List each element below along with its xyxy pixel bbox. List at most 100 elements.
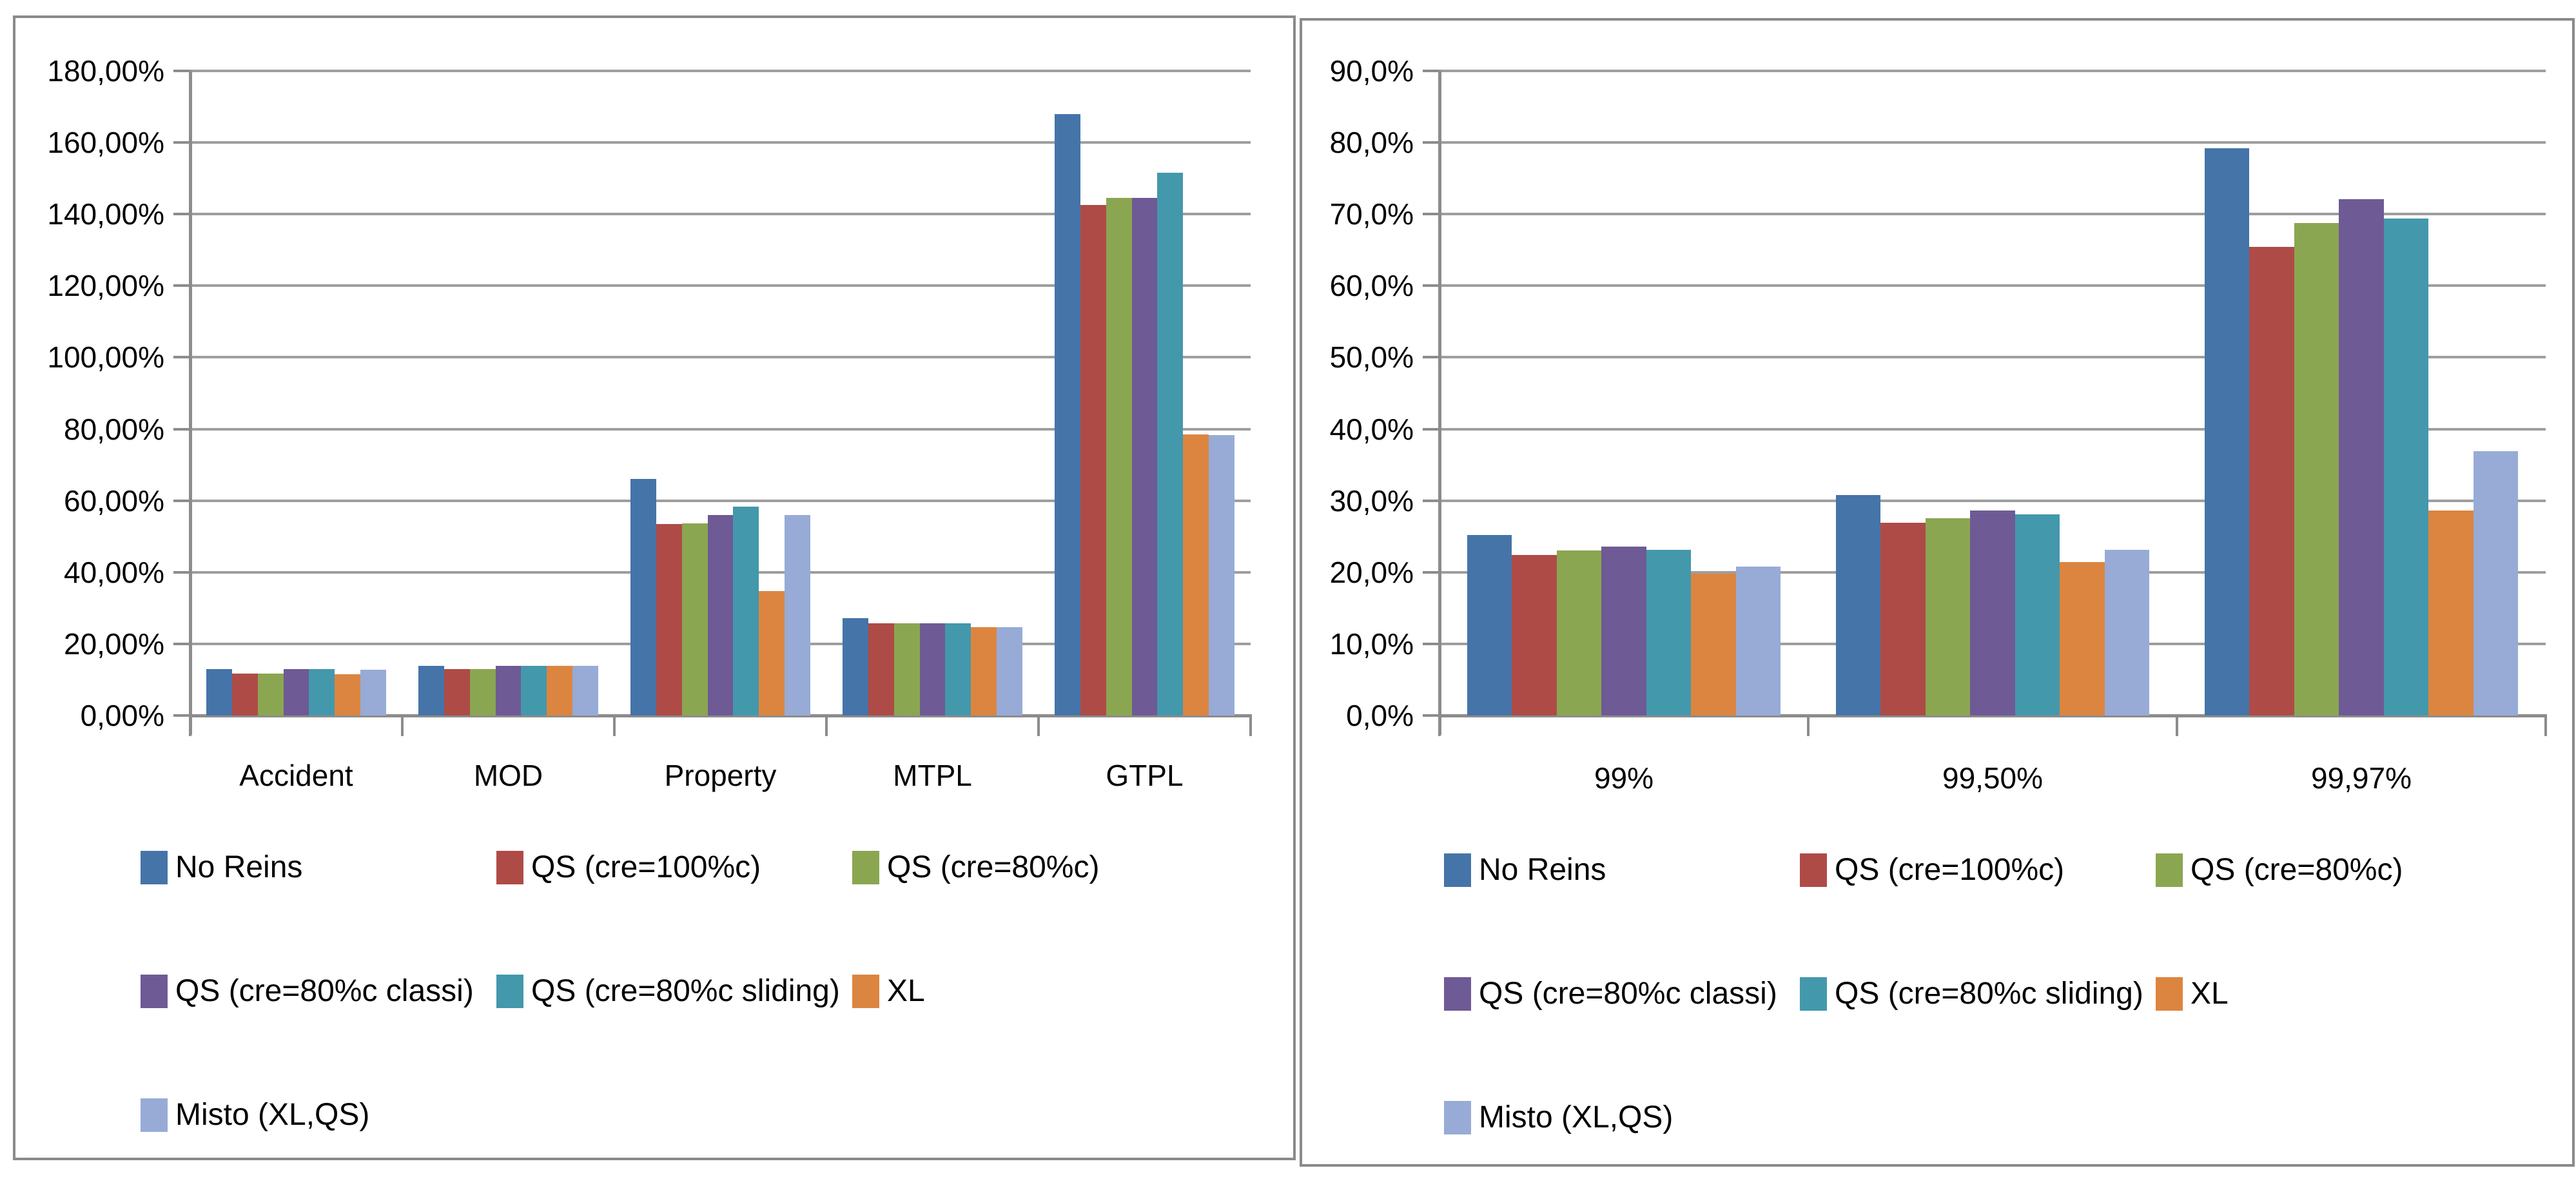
bar-no-reins-property[interactable] [630, 479, 656, 715]
bar-qs-cre-80-c--mtpl[interactable] [893, 623, 920, 715]
legend-item-qs-cre-80-c-sliding-[interactable]: QS (cre=80%c sliding) [496, 975, 840, 1008]
y-axis-tick [1423, 213, 1439, 216]
bar-qs-cre-100-c--99-97-[interactable] [2249, 247, 2294, 715]
bar-qs-cre-80-c--accident[interactable] [257, 674, 284, 715]
gridline [1439, 213, 2546, 216]
x-axis-tick [2544, 715, 2547, 736]
bar-qs-cre-80-c-sliding--mod[interactable] [521, 666, 547, 715]
chart-panel-right[interactable]: 90,0% 80,0% 70,0% 60,0% 50,0% 40,0% 30,0% 20,0%… [1300, 18, 2575, 1167]
legend-item-qs-cre-100-c-[interactable]: QS (cre=100%c) [496, 851, 761, 884]
bar-qs-cre-80-c-classi--99-[interactable] [1601, 547, 1646, 715]
bar-misto-xl-qs--99-97-[interactable] [2473, 451, 2519, 715]
x-axis-tick [825, 715, 828, 736]
bar-qs-cre-80-c-classi--mtpl[interactable] [919, 623, 946, 715]
bar-qs-cre-80-c-classi--accident[interactable] [283, 669, 309, 715]
legend-color-swatch [141, 1098, 168, 1132]
legend-item-misto-xl-qs-[interactable]: Misto (XL,QS) [1444, 1101, 1673, 1134]
bar-qs-cre-80-c--99-50-[interactable] [1925, 518, 1971, 715]
bar-xl-99-97-[interactable] [2428, 511, 2474, 715]
category-label: Property [664, 759, 777, 792]
bar-qs-cre-100-c--gtpl[interactable] [1080, 205, 1106, 715]
bar-xl-gtpl[interactable] [1183, 434, 1209, 715]
legend-color-swatch [1800, 977, 1827, 1011]
legend-label: QS (cre=100%c) [531, 850, 761, 884]
legend-item-no-reins[interactable]: No Reins [1444, 853, 1606, 887]
bar-misto-xl-qs--mod[interactable] [572, 666, 599, 715]
chart-panel-left[interactable]: 180,00% 160,00% 140,00% 120,00% 100,00% 80,00… [13, 15, 1296, 1160]
legend-item-qs-cre-100-c-[interactable]: QS (cre=100%c) [1800, 853, 2064, 887]
bar-qs-cre-80-c--99-[interactable] [1556, 550, 1602, 715]
bar-qs-cre-100-c--mtpl[interactable] [868, 623, 894, 715]
bar-xl-mod[interactable] [547, 666, 573, 715]
bar-qs-cre-80-c-sliding--property[interactable] [733, 507, 759, 715]
bar-qs-cre-100-c--99-50-[interactable] [1880, 523, 1926, 715]
gridline [190, 356, 1251, 359]
y-axis-tick [1423, 70, 1439, 72]
bar-no-reins-mtpl[interactable] [842, 618, 868, 715]
gridline [1439, 141, 2546, 144]
bar-qs-cre-80-c--gtpl[interactable] [1106, 198, 1132, 715]
legend-item-qs-cre-80-c-classi-[interactable]: QS (cre=80%c classi) [141, 975, 474, 1008]
bar-qs-cre-80-c-sliding--accident[interactable] [309, 669, 335, 715]
y-axis-tick-label: 0,0% [1346, 699, 1414, 732]
bar-no-reins-gtpl[interactable] [1054, 114, 1080, 715]
legend-item-no-reins[interactable]: No Reins [141, 851, 302, 884]
bar-misto-xl-qs--mtpl[interactable] [997, 627, 1023, 715]
y-axis-tick-label: 180,00% [47, 54, 164, 88]
bar-qs-cre-80-c--99-97-[interactable] [2294, 223, 2339, 715]
legend-item-qs-cre-80-c-sliding-[interactable]: QS (cre=80%c sliding) [1800, 977, 2143, 1011]
bar-no-reins-99-97-[interactable] [2204, 148, 2250, 715]
legend-color-swatch [852, 975, 879, 1008]
legend-item-qs-cre-80-c-classi-[interactable]: QS (cre=80%c classi) [1444, 977, 1777, 1011]
y-axis-tick [1423, 642, 1439, 645]
bar-qs-cre-100-c--property[interactable] [656, 524, 682, 715]
y-axis-tick [173, 284, 190, 287]
y-axis-tick-label: 20,00% [63, 627, 164, 661]
bar-misto-xl-qs--accident[interactable] [360, 670, 387, 715]
bar-misto-xl-qs--99-[interactable] [1735, 567, 1781, 715]
legend-label: QS (cre=80%c) [887, 850, 1100, 884]
category-label: GTPL [1106, 759, 1184, 792]
legend-color-swatch [496, 975, 523, 1008]
bar-qs-cre-80-c--property[interactable] [681, 523, 708, 715]
bar-qs-cre-100-c--mod[interactable] [444, 669, 470, 715]
bar-qs-cre-80-c-sliding--mtpl[interactable] [945, 623, 971, 715]
bar-qs-cre-100-c--99-[interactable] [1512, 555, 1557, 715]
bar-qs-cre-80-c--mod[interactable] [469, 669, 496, 715]
bar-xl-99-[interactable] [1691, 574, 1736, 715]
bar-qs-cre-100-c--accident[interactable] [231, 674, 258, 715]
bar-no-reins-99-50-[interactable] [1835, 495, 1881, 715]
category-label: 99% [1594, 761, 1654, 795]
bar-xl-property[interactable] [759, 591, 785, 715]
bar-no-reins-mod[interactable] [418, 666, 444, 715]
bar-qs-cre-80-c-sliding--99-97-[interactable] [2383, 219, 2429, 715]
bar-misto-xl-qs--property[interactable] [785, 515, 811, 715]
bar-qs-cre-80-c-sliding--99-[interactable] [1646, 550, 1692, 715]
y-axis-tick-label: 100,00% [47, 340, 164, 374]
bar-qs-cre-80-c-classi--property[interactable] [707, 515, 734, 715]
y-axis-tick [173, 141, 190, 144]
bar-qs-cre-80-c-classi--mod[interactable] [495, 666, 522, 715]
bar-qs-cre-80-c-classi--99-97-[interactable] [2339, 199, 2384, 715]
bar-qs-cre-80-c-classi--gtpl[interactable] [1131, 198, 1158, 715]
y-axis-tick-label: 80,00% [63, 412, 164, 446]
legend-item-xl[interactable]: XL [2156, 977, 2229, 1011]
bar-xl-99-50-[interactable] [2060, 562, 2105, 715]
legend-item-xl[interactable]: XL [852, 975, 925, 1008]
y-axis-tick-label: 70,0% [1329, 197, 1414, 231]
category-label: 99,97% [2310, 761, 2412, 795]
bar-misto-xl-qs--99-50-[interactable] [2104, 550, 2150, 715]
bar-qs-cre-80-c-classi--99-50-[interactable] [1970, 511, 2015, 715]
legend-item-qs-cre-80-c-[interactable]: QS (cre=80%c) [852, 851, 1099, 884]
bar-qs-cre-80-c-sliding--gtpl[interactable] [1157, 173, 1184, 715]
legend-item-qs-cre-80-c-[interactable]: QS (cre=80%c) [2156, 853, 2403, 887]
legend-item-misto-xl-qs-[interactable]: Misto (XL,QS) [141, 1098, 369, 1132]
y-axis-tick-label: 140,00% [47, 197, 164, 231]
y-axis-tick [1423, 714, 1439, 717]
bar-no-reins-99-[interactable] [1467, 535, 1512, 715]
bar-no-reins-accident[interactable] [206, 669, 232, 715]
bar-xl-accident[interactable] [335, 674, 361, 715]
bar-xl-mtpl[interactable] [971, 627, 997, 715]
bar-qs-cre-80-c-sliding--99-50-[interactable] [2015, 514, 2060, 715]
bar-misto-xl-qs--gtpl[interactable] [1209, 435, 1235, 715]
